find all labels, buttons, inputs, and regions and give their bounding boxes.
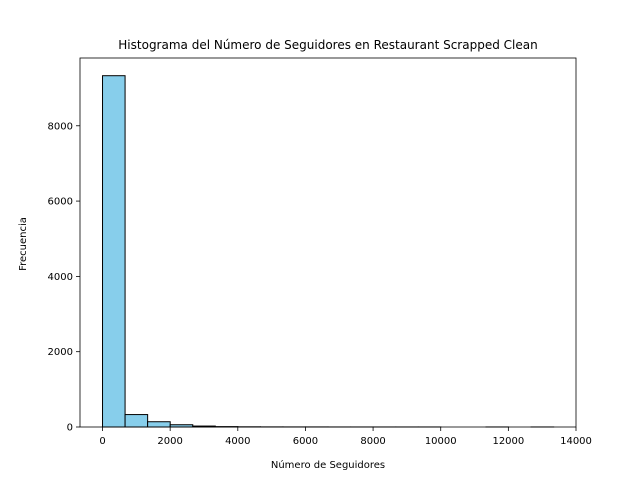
- y-tick-label: 8000: [48, 121, 73, 132]
- y-tick-label: 0: [67, 423, 73, 434]
- x-tick-label: 4000: [225, 436, 250, 447]
- y-tick-label: 2000: [48, 347, 73, 358]
- x-axis-title: Número de Seguidores: [271, 459, 385, 471]
- x-tick-label: 2000: [157, 436, 182, 447]
- plot-frame: [79, 57, 577, 428]
- x-tick-label: 10000: [425, 436, 457, 447]
- x-tick-label: 8000: [360, 436, 385, 447]
- x-tick-label: 12000: [492, 436, 524, 447]
- y-tick-label: 6000: [48, 197, 73, 208]
- x-tick-label: 6000: [293, 436, 318, 447]
- histogram-bar-2: [147, 421, 171, 428]
- y-axis-title: Frecuencia: [18, 217, 29, 271]
- y-axis-ticks: 0 2000 4000 6000 8000: [48, 121, 80, 434]
- chart-title: Histograma del Número de Seguidores en R…: [118, 38, 537, 52]
- y-tick-label: 4000: [48, 272, 73, 283]
- histogram-bar-1: [124, 414, 149, 428]
- x-tick-label: 0: [99, 436, 105, 447]
- x-axis-ticks: 0 2000 4000 6000 8000 10000 12000 14000: [99, 427, 592, 447]
- histogram-bar-0: [102, 75, 126, 428]
- x-tick-label: 14000: [560, 436, 592, 447]
